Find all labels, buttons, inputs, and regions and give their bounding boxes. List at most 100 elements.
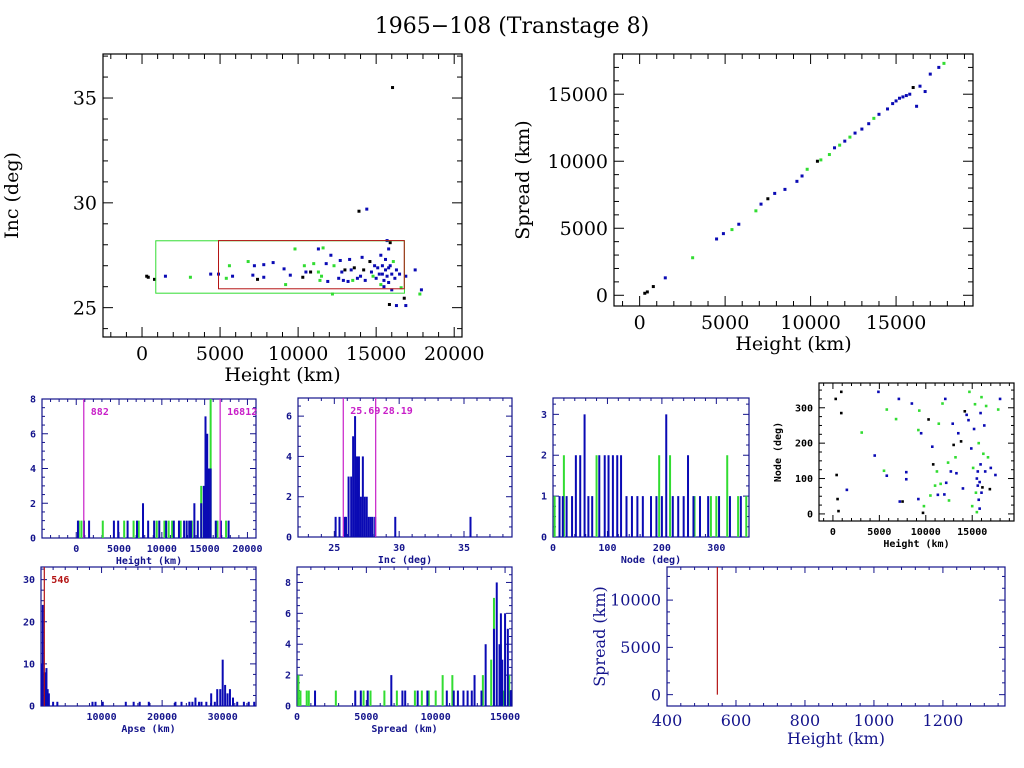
plot-frame — [818, 382, 1015, 522]
data-point — [301, 275, 305, 279]
data-point — [163, 274, 167, 278]
data-point — [374, 276, 378, 280]
bar — [607, 455, 610, 537]
bar — [91, 701, 94, 706]
data-point — [939, 482, 942, 486]
bar — [216, 689, 219, 706]
data-point — [320, 274, 324, 278]
bar — [344, 516, 347, 537]
data-point — [153, 277, 157, 281]
data-point — [973, 402, 977, 406]
x-tick-label: 20000 — [232, 544, 262, 555]
data-point — [363, 278, 367, 282]
data-point — [352, 266, 356, 270]
data-point — [373, 264, 377, 268]
data-point — [262, 275, 266, 279]
data-point — [860, 127, 864, 131]
y-tick-label: 8 — [285, 578, 291, 589]
bar — [371, 516, 374, 537]
bar — [480, 690, 483, 706]
plot-frame — [40, 566, 257, 707]
x-axis-label: Height (km) — [787, 729, 885, 748]
data-point — [382, 285, 386, 289]
bar — [658, 455, 661, 537]
bar — [347, 476, 350, 537]
data-point — [337, 276, 341, 280]
data-point — [839, 390, 843, 394]
chart-title: 1965−108 (Transtage 8) — [374, 14, 650, 39]
data-point — [979, 411, 982, 415]
x-tick-label: 10000 — [780, 312, 840, 334]
bar — [224, 684, 227, 706]
bar — [189, 520, 192, 538]
bar — [193, 503, 196, 538]
data-point — [759, 202, 763, 206]
bar — [194, 697, 197, 706]
data-point — [404, 304, 408, 308]
bar — [210, 693, 213, 706]
bar — [174, 701, 177, 706]
bar — [561, 496, 564, 537]
bar — [343, 516, 346, 537]
x-axis-label: Height (km) — [735, 333, 851, 355]
data-point — [282, 267, 286, 271]
bar — [297, 675, 300, 706]
data-point — [860, 431, 864, 434]
bar — [200, 701, 203, 706]
plot-frame — [41, 398, 257, 539]
data-point — [805, 167, 809, 171]
x-axis-label: Apse (km) — [121, 724, 175, 735]
bar — [504, 613, 507, 706]
data-point — [917, 409, 921, 412]
x-tick-label: 1000 — [854, 711, 895, 730]
y-tick-label: 0 — [30, 534, 36, 545]
marker-label: 546 — [51, 575, 69, 586]
data-point — [937, 65, 941, 69]
data-point — [349, 268, 353, 272]
bar — [124, 701, 127, 706]
y-tick-label: 10 — [23, 659, 35, 670]
data-point — [651, 285, 655, 289]
bar — [80, 520, 83, 538]
data-point — [959, 440, 963, 443]
data-point — [357, 209, 361, 213]
bar — [420, 690, 423, 706]
data-point — [730, 228, 734, 232]
data-point — [252, 264, 256, 268]
bar — [221, 659, 224, 706]
bar — [603, 455, 606, 537]
x-tick-label: 5000 — [701, 312, 749, 334]
data-point — [304, 270, 308, 274]
panel-height-hist: 0 5000 10000 15000 20000 0 2 4 6 8 Height (km) 882 1… — [30, 395, 263, 568]
data-point — [293, 247, 297, 251]
data-point — [975, 510, 979, 514]
data-point — [933, 484, 937, 487]
bar — [94, 701, 97, 706]
bar — [202, 485, 205, 538]
bar — [506, 628, 509, 706]
bar — [350, 476, 353, 537]
data-point — [848, 135, 852, 139]
data-point — [146, 275, 150, 279]
data-point — [388, 264, 392, 268]
bar — [401, 690, 404, 706]
x-axis-label: Inc (deg) — [378, 555, 432, 566]
bar — [427, 690, 430, 706]
bar — [147, 520, 150, 538]
data-point — [853, 131, 857, 135]
data-point — [943, 397, 947, 401]
data-point — [980, 395, 983, 399]
bar — [132, 701, 135, 706]
data-point — [965, 413, 968, 417]
data-point — [394, 304, 398, 308]
data-point — [930, 445, 934, 448]
data-point — [979, 463, 982, 466]
data-point — [901, 95, 905, 99]
y-tick-label: 30 — [73, 192, 97, 214]
bar — [153, 520, 156, 538]
bar — [361, 456, 364, 537]
bar — [123, 520, 126, 538]
x-tick-label: 20000 — [147, 712, 177, 723]
data-point — [737, 222, 741, 226]
data-point — [346, 279, 350, 283]
